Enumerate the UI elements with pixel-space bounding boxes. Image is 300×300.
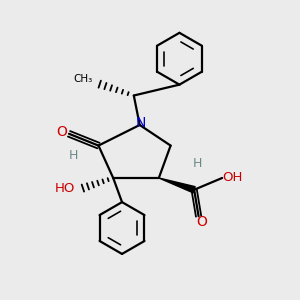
Text: H: H [69, 149, 78, 162]
Text: HO: HO [54, 182, 75, 195]
Text: CH₃: CH₃ [73, 74, 93, 84]
Text: H: H [192, 157, 202, 170]
Text: O: O [196, 215, 207, 229]
Text: OH: OH [222, 172, 243, 184]
Text: O: O [56, 125, 67, 139]
Polygon shape [159, 178, 195, 193]
Text: N: N [135, 116, 146, 130]
